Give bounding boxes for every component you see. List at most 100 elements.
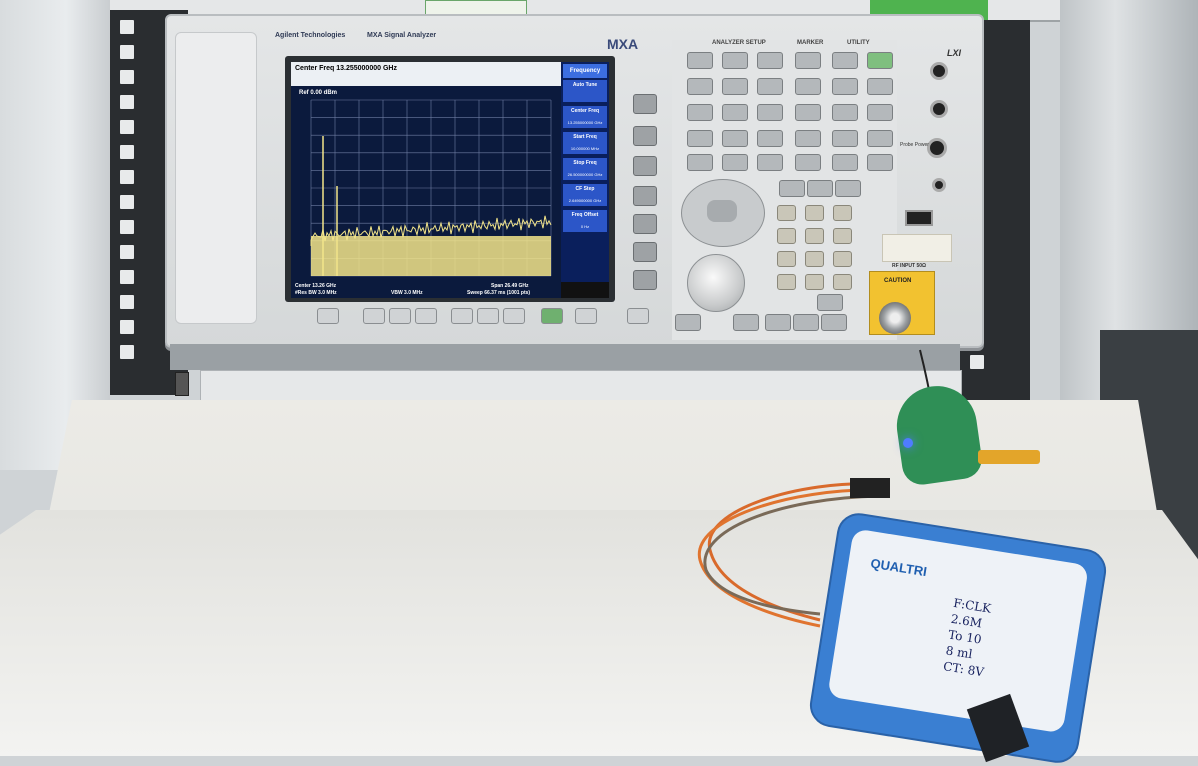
- signal-analyzer: Agilent Technologies MXA Signal Analyzer…: [165, 14, 984, 348]
- lxi-logo: LXI: [947, 48, 962, 58]
- trace-detector-key[interactable]: [722, 104, 748, 121]
- cont-key[interactable]: [867, 154, 893, 171]
- softkey-label: Auto Tune: [572, 82, 598, 88]
- auto-couple-key[interactable]: [757, 52, 783, 69]
- help-key[interactable]: [541, 308, 563, 324]
- return-key[interactable]: [627, 308, 649, 324]
- rf-input-connector[interactable]: [879, 302, 911, 334]
- restart-key[interactable]: [795, 154, 821, 171]
- usb-port[interactable]: [905, 210, 933, 226]
- bw-key[interactable]: [757, 78, 783, 95]
- num-key-minus[interactable]: [833, 274, 852, 290]
- mode-key[interactable]: [687, 154, 713, 171]
- softkey-label: Start Freq: [573, 134, 597, 140]
- volume-up-key[interactable]: [503, 308, 525, 324]
- footer-vbw: VBW 3.0 MHz: [391, 290, 423, 296]
- caution-text: CAUTION: [884, 278, 912, 284]
- softkey-button-5[interactable]: [633, 214, 657, 234]
- screen-footer: Center 13.26 GHz #Res BW 3.0 MHz VBW 3.0…: [291, 282, 561, 298]
- tab-key[interactable]: [835, 180, 861, 197]
- analyzer-brand: QUALTRI: [869, 555, 928, 580]
- num-key-0[interactable]: [777, 274, 796, 290]
- softkey-button-1[interactable]: [633, 94, 657, 114]
- bottom-key-3[interactable]: [415, 308, 437, 324]
- mode-preset-key[interactable]: [867, 52, 893, 69]
- ctrl-key[interactable]: [793, 314, 819, 331]
- num-key-9[interactable]: [833, 205, 852, 221]
- logic-analyzer-box: QUALTRI F:CLK 2.6M To 10 8 ml CT: 8V: [806, 510, 1110, 766]
- power-button[interactable]: [317, 308, 339, 324]
- peak-search-key[interactable]: [795, 78, 821, 95]
- rack-lower-gap: [170, 344, 960, 370]
- enter-key-bottom[interactable]: [765, 314, 791, 331]
- marker-function-key[interactable]: [795, 130, 821, 147]
- user-preset-key[interactable]: [867, 78, 893, 95]
- span-xscale-key[interactable]: [687, 78, 713, 95]
- rotary-knob[interactable]: [687, 254, 745, 312]
- num-key-8[interactable]: [805, 205, 824, 221]
- footer-center: Center 13.26 GHz: [295, 283, 337, 289]
- num-key-6[interactable]: [833, 228, 852, 244]
- num-key-7[interactable]: [777, 205, 796, 221]
- mode-setup-key[interactable]: [722, 130, 748, 147]
- handwritten-note: F:CLK 2.6M To 10 8 ml CT: 8V: [942, 595, 995, 680]
- softkey-button-7[interactable]: [633, 270, 657, 290]
- tab-left-key[interactable]: [675, 314, 701, 331]
- sweep-control-key[interactable]: [757, 104, 783, 121]
- probe-power-jack: [927, 138, 947, 158]
- meas-key[interactable]: [687, 130, 713, 147]
- softkey-label: Center Freq: [570, 108, 600, 114]
- softkey-button-6[interactable]: [633, 242, 657, 262]
- volume-down-key[interactable]: [477, 308, 499, 324]
- bk-sp-key[interactable]: [817, 294, 843, 311]
- num-key-dot[interactable]: [805, 274, 824, 290]
- system-key[interactable]: [832, 52, 858, 69]
- amptd-yscale-key[interactable]: [687, 104, 713, 121]
- single-key[interactable]: [832, 154, 858, 171]
- analyzer-setup-label: ANALYZER SETUP: [712, 40, 766, 46]
- menu-key[interactable]: [821, 314, 847, 331]
- softkey-value: 0 Hz: [580, 224, 590, 229]
- num-key-5[interactable]: [805, 228, 824, 244]
- num-key-2[interactable]: [805, 251, 824, 267]
- softkey-label: Freq Offset: [571, 212, 599, 218]
- trigger-key[interactable]: [757, 130, 783, 147]
- bottom-key-1[interactable]: [363, 308, 385, 324]
- full-screen-key[interactable]: [575, 308, 597, 324]
- softkey-value: 2.649000000 GHz: [568, 198, 602, 203]
- view-display-key[interactable]: [722, 78, 748, 95]
- back-key[interactable]: [451, 308, 473, 324]
- headphone-jack-2: [932, 178, 946, 192]
- input-output-key[interactable]: [722, 52, 748, 69]
- quick-save-key[interactable]: [832, 78, 858, 95]
- freq-channel-key[interactable]: [687, 52, 713, 69]
- jumper-connector: [850, 478, 890, 498]
- softkey-button-3[interactable]: [633, 156, 657, 176]
- softkey-value: 13.255000000 GHz: [567, 120, 603, 125]
- softkey-button-4[interactable]: [633, 186, 657, 206]
- headphone-jack-1: [930, 62, 948, 80]
- num-key-3[interactable]: [833, 251, 852, 267]
- del-key[interactable]: [733, 314, 759, 331]
- esc-key[interactable]: [807, 180, 833, 197]
- spectrum-trace: [310, 215, 552, 246]
- softkey-value: 26.500000000 GHz: [567, 172, 603, 177]
- marker-key[interactable]: [795, 52, 821, 69]
- local-key[interactable]: [779, 180, 805, 197]
- enter-key[interactable]: [707, 200, 737, 222]
- meas-setup-key[interactable]: [722, 154, 748, 171]
- file-key[interactable]: [867, 104, 893, 121]
- spectrum-plot: Ref 0.00 dBm: [291, 86, 561, 282]
- softkey-1: Auto Tune: [563, 80, 607, 103]
- save-key[interactable]: [832, 104, 858, 121]
- battery: [978, 450, 1040, 464]
- softkey-button-2[interactable]: [633, 126, 657, 146]
- print-key[interactable]: [867, 130, 893, 147]
- sweep-key[interactable]: [757, 154, 783, 171]
- utility-label: UTILITY: [847, 40, 870, 46]
- bottom-key-2[interactable]: [389, 308, 411, 324]
- num-key-1[interactable]: [777, 251, 796, 267]
- recall-key[interactable]: [832, 130, 858, 147]
- num-key-4[interactable]: [777, 228, 796, 244]
- marker-to-key[interactable]: [795, 104, 821, 121]
